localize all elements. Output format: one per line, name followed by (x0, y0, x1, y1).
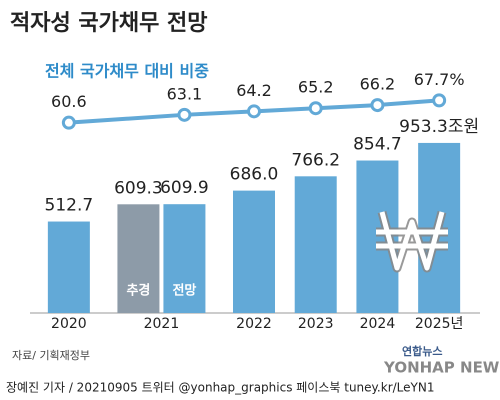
bar-value-label: 512.7 (45, 196, 94, 216)
bar-inner-label: 전망 (172, 283, 196, 299)
won-icon-face (376, 211, 448, 271)
line-marker (177, 107, 192, 122)
bar (163, 204, 206, 313)
line-value-label: 63.1 (167, 84, 203, 103)
chart-title: 적자성 국가채무 전망 (10, 11, 207, 36)
bar-value-label: 609.9 (160, 178, 209, 198)
source: 자료/ 기획재정부 (12, 349, 90, 362)
watermark-en: YONHAP NEWS (383, 359, 500, 377)
x-tick-label: 2020 (51, 316, 87, 332)
line-marker (432, 93, 447, 108)
x-tick-label: 2024 (360, 316, 396, 332)
bar (117, 204, 160, 313)
bar-value-label: 854.7 (353, 135, 402, 155)
line-value-label: 66.2 (360, 75, 396, 94)
credit: 장예진 기자 / 20210905 트위터 @yonhap_graphics 페… (6, 381, 434, 395)
bar (294, 176, 337, 313)
line-marker (308, 101, 323, 116)
bar-value-label: 766.2 (291, 150, 340, 170)
x-tick-label: 2023 (298, 316, 334, 332)
bar (233, 190, 275, 313)
line-marker (247, 104, 261, 119)
x-tick-label: 2021 (144, 316, 180, 332)
bar-value-label: 686.0 (230, 165, 279, 185)
line-marker (370, 98, 385, 113)
x-tick-label: 2022 (236, 316, 272, 332)
bar-inner-label: 추경 (126, 283, 150, 299)
bar (47, 221, 90, 313)
line (68, 98, 440, 125)
line-value-label: 65.2 (298, 78, 334, 97)
line-value-label: 64.2 (236, 81, 272, 100)
bar-value-label: 953.3조원 (399, 117, 479, 137)
line-value-label: 67.7% (414, 70, 465, 89)
line-marker (61, 115, 76, 130)
bar-value-label: 609.3 (114, 178, 163, 198)
x-tick-label: 2025년 (415, 316, 464, 332)
watermark: 연합뉴스 (402, 344, 442, 358)
line-value-label: 60.6 (51, 92, 87, 111)
footer-bg (0, 376, 500, 400)
line-title: 전체 국가채무 대비 비중 (45, 62, 209, 81)
